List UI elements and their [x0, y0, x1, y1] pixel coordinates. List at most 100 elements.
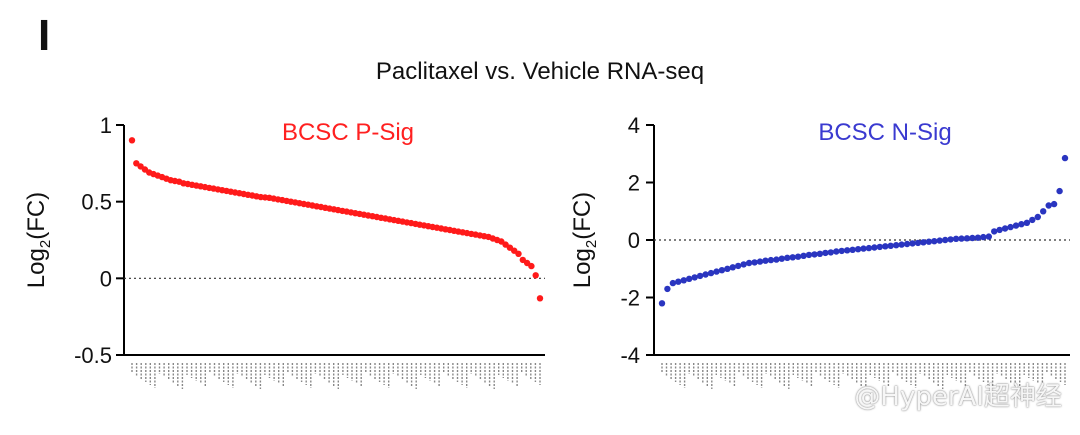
data-point: [773, 256, 780, 263]
data-point: [128, 137, 136, 144]
data-point: [985, 233, 992, 240]
data-point: [925, 238, 933, 245]
data-point: [969, 234, 976, 242]
data-point: [1001, 225, 1009, 232]
data-point: [515, 250, 522, 257]
y-tick-label: 1: [100, 113, 112, 138]
data-point: [762, 257, 769, 264]
data-point: [536, 295, 544, 302]
chart-title: BCSC N-Sig: [818, 119, 951, 146]
y-axis-label: Log2(FC): [569, 192, 600, 288]
data-point: [713, 268, 720, 275]
data-point: [1012, 222, 1020, 229]
data-point: [860, 245, 867, 252]
data-point: [898, 241, 905, 248]
data-point: [528, 262, 535, 270]
chart-p-sig-svg: 1 0.5 0 -0.5 Log2(FC) BCSC P-Sig: [23, 113, 545, 389]
data-point: [794, 253, 802, 260]
data-point: [947, 236, 954, 243]
data-point: [784, 254, 791, 261]
data-point: [849, 246, 856, 253]
data-point: [952, 235, 960, 242]
data-point: [756, 258, 764, 265]
data-point: [827, 249, 834, 256]
data-point: [974, 234, 982, 241]
data-point: [958, 235, 965, 242]
data-point: [838, 247, 845, 255]
data-point: [686, 275, 693, 282]
data-point: [740, 261, 747, 268]
data-point: [876, 243, 883, 251]
y-tick-label: -0.5: [74, 343, 112, 368]
data-point: [532, 272, 539, 279]
data-point: [811, 251, 818, 258]
data-point: [1040, 208, 1047, 215]
data-point: [1023, 219, 1031, 226]
data-point: [822, 249, 829, 257]
data-point: [914, 239, 922, 247]
data-point: [991, 228, 998, 235]
data-point: [735, 262, 742, 270]
data-point: [903, 240, 911, 248]
data-point: [931, 238, 938, 245]
chart-n-sig-svg: 4 2 0 -2 -4 Log2(FC) BCSC N-Sig: [569, 113, 1070, 389]
data-point: [1034, 213, 1041, 221]
data-point: [1029, 216, 1036, 224]
chart-title: BCSC P-Sig: [282, 119, 414, 146]
data-point: [664, 285, 671, 293]
data-point: [658, 300, 666, 307]
data-point: [1018, 221, 1025, 228]
chart-n-sig: 4 2 0 -2 -4 Log2(FC) BCSC N-Sig: [540, 95, 1080, 415]
data-point: [1061, 154, 1069, 162]
data-point: [996, 226, 1003, 234]
data-point: [816, 250, 824, 257]
data-point: [718, 267, 726, 274]
y-tick-label: -2: [620, 286, 640, 311]
y-tick-label: 4: [628, 113, 640, 138]
data-point: [675, 278, 682, 285]
data-point: [778, 255, 785, 262]
data-point: [805, 251, 813, 259]
x-tick-labels: [661, 363, 1066, 389]
data-point: [854, 246, 862, 253]
data-point: [942, 236, 949, 244]
data-point: [707, 269, 715, 277]
data-point: [1050, 200, 1058, 208]
data-point: [980, 233, 987, 241]
data-point: [1007, 223, 1014, 231]
data-point: [936, 237, 943, 244]
data-point: [887, 242, 894, 249]
data-point: [729, 264, 736, 271]
data-point: [702, 271, 709, 278]
data-point: [893, 242, 900, 249]
y-tick-label: -4: [620, 343, 640, 368]
data-point: [963, 235, 971, 242]
data-point: [669, 279, 677, 287]
data-point: [844, 247, 851, 254]
figure-title: Paclitaxel vs. Vehicle RNA-seq: [375, 58, 705, 85]
data-point: [691, 274, 698, 281]
y-tick-label: 0: [100, 266, 112, 291]
data-point: [1045, 202, 1052, 209]
data-point: [833, 248, 840, 255]
data-point: [680, 277, 687, 284]
data-point: [724, 265, 731, 272]
panel-letter: I: [38, 11, 51, 60]
y-axis-label: Log2(FC): [23, 192, 54, 288]
data-point: [696, 272, 704, 280]
data-point: [865, 244, 873, 252]
data-point: [767, 256, 775, 264]
data-point: [920, 239, 927, 246]
data-point: [800, 252, 807, 259]
data-point: [871, 244, 878, 251]
data-point: [789, 254, 796, 261]
data-point: [745, 259, 753, 267]
x-tick-labels: [131, 363, 541, 389]
y-tick-label: 0.5: [81, 190, 112, 215]
data-point: [1056, 187, 1063, 195]
watermark-text: @HyperAI超神经: [854, 382, 1062, 412]
y-tick-label: 0: [628, 228, 640, 253]
chart-p-sig: 1 0.5 0 -0.5 Log2(FC) BCSC P-Sig: [0, 95, 560, 415]
data-point: [882, 243, 889, 250]
data-point: [751, 259, 758, 266]
